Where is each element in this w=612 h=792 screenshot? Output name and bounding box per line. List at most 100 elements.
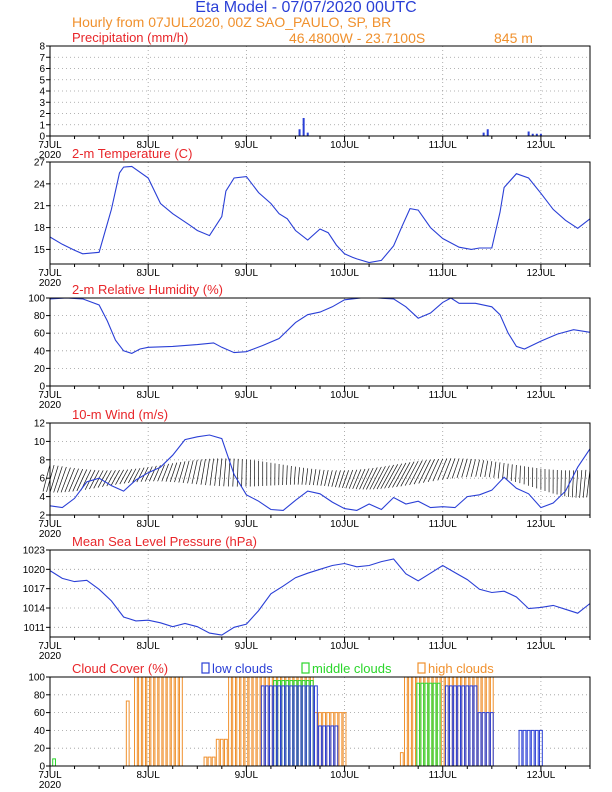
series-line xyxy=(49,434,591,511)
x-tick-label: 7JUL xyxy=(38,519,62,530)
wind-barb xyxy=(451,458,460,479)
wind-barb xyxy=(479,460,484,477)
high-clouds-bar xyxy=(138,676,142,767)
wind-barb xyxy=(282,464,284,485)
x-tick-label: 8JUL xyxy=(137,268,161,279)
wind-barb xyxy=(466,458,472,478)
wind-barb xyxy=(223,458,227,487)
low-clouds-bar xyxy=(530,729,535,767)
low-clouds-bar xyxy=(477,712,482,767)
panel-frame xyxy=(49,161,591,265)
panel-frame xyxy=(49,297,591,387)
wind-barb xyxy=(174,461,182,483)
wind-barb xyxy=(68,468,79,492)
wind-barb xyxy=(324,470,329,487)
x-tick-year: 2020 xyxy=(39,150,62,161)
x-tick-year: 2020 xyxy=(39,529,62,540)
wind-barb xyxy=(301,467,304,485)
wind-barb xyxy=(84,469,96,490)
wind-barb xyxy=(376,465,390,490)
precip-bar xyxy=(306,132,309,136)
x-tick-label: 10JUL xyxy=(330,770,359,781)
y-tick-label: 20 xyxy=(34,744,46,755)
x-tick-year: 2020 xyxy=(39,651,62,662)
low-clouds-bar xyxy=(334,725,339,767)
x-tick-label: 8JUL xyxy=(137,770,161,781)
x-tick-label: 7JUL xyxy=(38,268,62,279)
wind-barb xyxy=(286,465,288,485)
wind-barb xyxy=(165,463,174,482)
x-tick-year: 2020 xyxy=(39,400,62,411)
low-clouds-bar xyxy=(273,685,277,767)
x-tick-year: 2020 xyxy=(39,278,62,289)
wind-barb xyxy=(144,466,153,482)
wind-barb xyxy=(484,460,489,477)
precip-bar xyxy=(531,133,534,136)
x-tick-label: 7JUL xyxy=(38,641,62,652)
wind-barb xyxy=(132,468,141,483)
wind-barb xyxy=(49,465,59,493)
x-tick-label: 12JUL xyxy=(526,770,555,781)
wind-barb xyxy=(447,458,456,480)
y-tick-label: 1011 xyxy=(23,623,45,634)
wind-barb xyxy=(313,469,317,486)
middle-clouds-bar xyxy=(416,682,421,767)
x-tick-label: 9JUL xyxy=(235,268,259,279)
x-tick-label: 11JUL xyxy=(429,390,458,401)
low-clouds-bar xyxy=(322,725,326,767)
panel-title: Precipitation (mm/h) xyxy=(72,30,188,45)
middle-clouds-bar xyxy=(420,682,425,767)
x-tick-label: 7JUL xyxy=(38,770,62,781)
high-clouds-bar xyxy=(232,676,236,767)
y-tick-label: 4 xyxy=(39,492,45,503)
y-tick-label: 1 xyxy=(39,120,45,131)
wind-barb xyxy=(437,458,448,481)
y-tick-label: 1014 xyxy=(23,604,46,615)
panel-title: 10-m Wind (m/s) xyxy=(72,407,168,422)
x-tick-label: 11JUL xyxy=(429,268,458,279)
wind-barb xyxy=(305,468,309,485)
wind-barb xyxy=(320,469,325,486)
precip-bar xyxy=(486,129,489,136)
low-clouds-bar xyxy=(534,729,539,767)
low-clouds-bar xyxy=(318,725,322,767)
x-tick-label: 12JUL xyxy=(526,519,555,530)
high-clouds-bar xyxy=(224,738,228,767)
wind-barb xyxy=(123,469,133,484)
wind-barb xyxy=(388,463,403,489)
y-tick-label: 6 xyxy=(39,64,45,75)
wind-barb xyxy=(76,469,88,492)
high-clouds-bar xyxy=(154,676,159,767)
low-clouds-bar xyxy=(314,685,318,767)
high-clouds-bar xyxy=(215,738,220,767)
x-tick-label: 12JUL xyxy=(526,390,555,401)
wind-barb xyxy=(432,458,444,482)
wind-barb xyxy=(400,461,415,487)
wind-barb xyxy=(362,467,374,490)
wind-barb xyxy=(110,469,120,486)
wind-barb xyxy=(93,470,104,489)
x-tick-label: 10JUL xyxy=(330,140,359,151)
middle-clouds-bar xyxy=(52,758,56,767)
wind-barb xyxy=(136,467,145,483)
wind-barb xyxy=(470,459,476,477)
panel-title: 2-m Temperature (C) xyxy=(72,146,192,161)
wind-barb xyxy=(241,459,243,487)
wind-barb xyxy=(327,470,333,487)
y-tick-label: 4 xyxy=(39,87,45,98)
panel-3: 0 20 40 60 80 100 7JUL2020 8JUL 9JUL 10JUL 11JUL 12… xyxy=(28,282,591,411)
precip-bar xyxy=(302,118,305,136)
high-clouds-bar xyxy=(252,676,257,767)
high-clouds-bar xyxy=(404,676,408,767)
chart-subtitle: Hourly from 07JUL2020, 00Z SAO_PAULO, SP… xyxy=(72,14,391,30)
wind-barb xyxy=(102,470,112,488)
high-clouds-bar xyxy=(158,676,163,767)
wind-barb xyxy=(119,469,129,485)
wind-barb xyxy=(396,462,411,488)
y-tick-label: 2 xyxy=(39,109,45,120)
wind-barb xyxy=(209,458,214,486)
precip-bar xyxy=(535,133,538,136)
wind-barb xyxy=(493,461,497,478)
